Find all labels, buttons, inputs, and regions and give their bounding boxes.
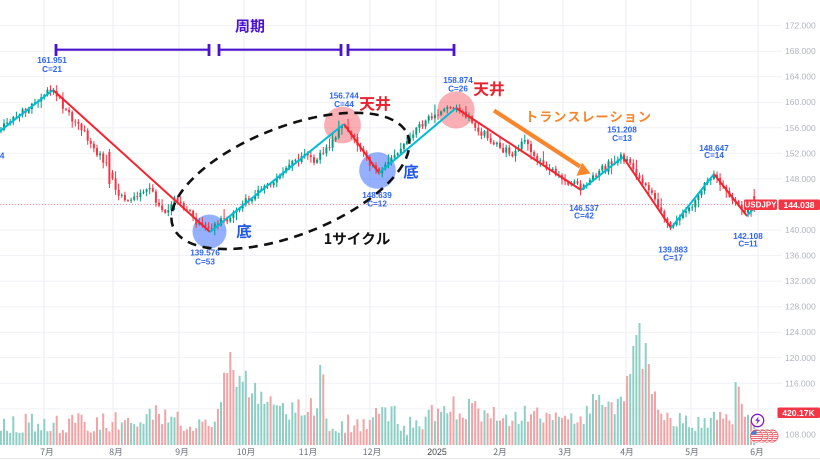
svg-text:158.874: 158.874: [443, 76, 473, 85]
svg-text:C=17: C=17: [663, 254, 683, 263]
svg-text:164.000: 164.000: [785, 72, 816, 82]
svg-text:139.576: 139.576: [190, 249, 220, 258]
svg-text:151.208: 151.208: [607, 126, 637, 135]
svg-text:C=12: C=12: [367, 200, 387, 209]
svg-text:4: 4: [0, 152, 5, 161]
svg-text:160.000: 160.000: [785, 97, 816, 107]
svg-text:156.744: 156.744: [329, 92, 359, 101]
svg-text:136.000: 136.000: [785, 251, 816, 261]
svg-text:168.000: 168.000: [785, 46, 816, 56]
svg-text:128.000: 128.000: [785, 302, 816, 312]
svg-text:USDJPY: USDJPY: [744, 201, 777, 210]
svg-text:C=42: C=42: [574, 212, 594, 221]
svg-text:120.000: 120.000: [785, 353, 816, 363]
svg-text:161.951: 161.951: [37, 56, 67, 65]
svg-text:156.000: 156.000: [785, 123, 816, 133]
svg-text:148.000: 148.000: [785, 174, 816, 184]
svg-text:116.000: 116.000: [785, 378, 815, 388]
svg-text:108.000: 108.000: [785, 429, 816, 439]
svg-text:148.639: 148.639: [362, 191, 392, 200]
svg-text:132.000: 132.000: [785, 276, 816, 286]
svg-text:140.000: 140.000: [785, 225, 816, 235]
svg-text:144.038: 144.038: [783, 200, 814, 210]
svg-text:C=13: C=13: [612, 134, 632, 143]
svg-text:C=11: C=11: [738, 240, 758, 249]
svg-text:C=14: C=14: [704, 151, 724, 160]
svg-text:146.537: 146.537: [569, 204, 599, 213]
svg-text:172.000: 172.000: [785, 21, 816, 31]
svg-text:139.883: 139.883: [658, 246, 688, 255]
svg-text:420.17K: 420.17K: [782, 408, 815, 418]
svg-text:124.000: 124.000: [785, 327, 816, 337]
svg-text:152.000: 152.000: [785, 148, 816, 158]
svg-text:148.647: 148.647: [699, 144, 729, 153]
svg-text:C=53: C=53: [195, 258, 215, 267]
svg-text:C=44: C=44: [334, 100, 354, 109]
svg-text:C=21: C=21: [42, 65, 62, 74]
svg-text:142.108: 142.108: [733, 232, 763, 241]
svg-text:2025: 2025: [427, 447, 447, 457]
svg-text:C=26: C=26: [448, 85, 468, 94]
